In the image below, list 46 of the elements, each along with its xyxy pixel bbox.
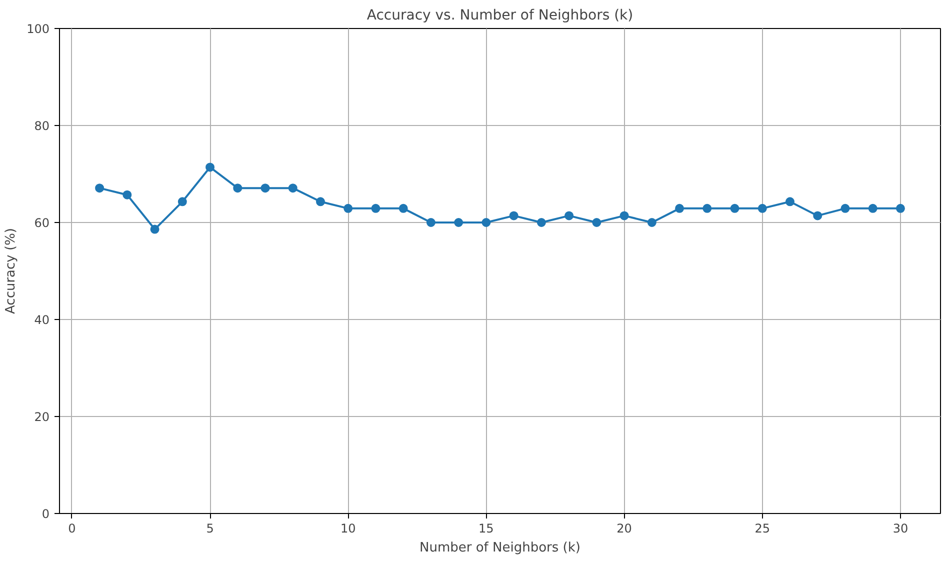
point: [371, 204, 380, 213]
point: [95, 184, 104, 193]
y-tick-label: 60: [34, 216, 50, 230]
y-tick-label: 100: [26, 22, 50, 36]
point: [316, 197, 325, 206]
point: [564, 211, 574, 220]
point: [482, 218, 491, 227]
x-tick-label: 25: [754, 522, 770, 536]
point: [122, 190, 132, 200]
y-axis-title: Accuracy (%): [4, 228, 19, 314]
point: [840, 204, 850, 213]
y-tick-label: 0: [42, 507, 50, 521]
point: [150, 224, 160, 234]
point: [454, 218, 464, 227]
point: [344, 204, 353, 213]
point: [620, 211, 629, 220]
chart-title: Accuracy vs. Number of Neighbors (k): [366, 8, 634, 24]
point: [206, 162, 215, 172]
point: [288, 184, 298, 193]
point: [675, 204, 684, 213]
point: [785, 197, 794, 206]
point: [398, 204, 408, 213]
point: [178, 197, 187, 206]
point: [702, 204, 712, 213]
x-tick-label: 15: [478, 522, 494, 536]
x-tick-label: 20: [616, 522, 632, 536]
x-tick-label: 30: [892, 522, 908, 536]
point: [509, 211, 518, 220]
point: [896, 204, 905, 213]
point: [758, 204, 767, 213]
point: [730, 204, 740, 213]
y-tick-label: 80: [34, 119, 50, 133]
x-tick-label: 0: [68, 522, 76, 536]
x-tick-label: 5: [206, 522, 214, 536]
point: [260, 184, 270, 193]
point: [233, 184, 242, 193]
x-axis-title: Number of Neighbors (k): [420, 540, 580, 556]
point: [536, 218, 546, 227]
x-tick-label: 10: [340, 522, 356, 536]
y-tick-label: 40: [34, 313, 50, 327]
point: [426, 218, 436, 227]
y-tick-label: 20: [34, 410, 50, 424]
point: [868, 204, 878, 213]
point: [813, 211, 822, 220]
point: [592, 218, 602, 227]
point: [647, 218, 656, 227]
